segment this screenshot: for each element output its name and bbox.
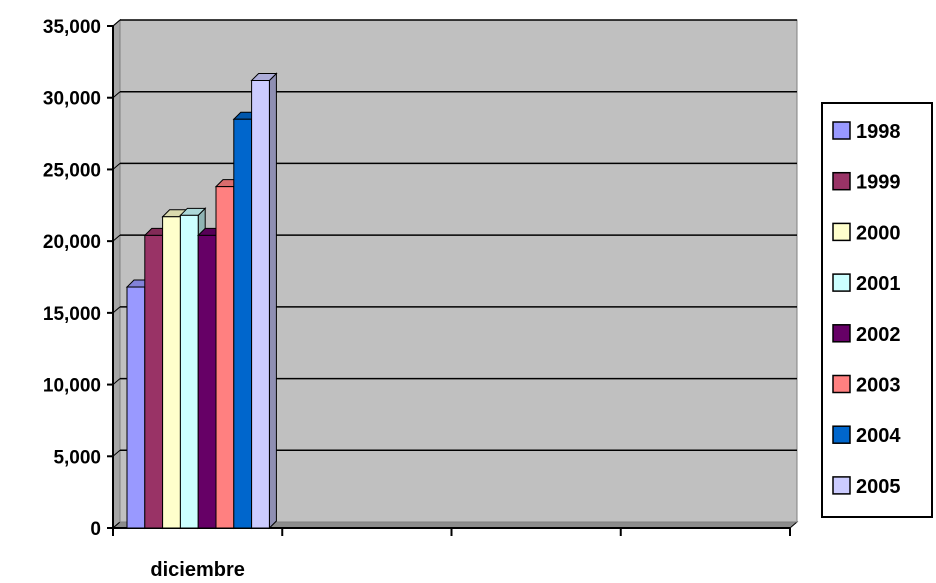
legend-item-2004: 2004 — [832, 425, 901, 447]
y-tick-label: 0 — [90, 519, 101, 540]
legend-item-1999: 1999 — [832, 171, 901, 194]
gridline-side — [112, 234, 121, 242]
legend-swatch — [832, 121, 851, 140]
legend-item-2000: 2000 — [832, 222, 901, 244]
legend-label: 1998 — [856, 121, 901, 143]
legend-label: 2001 — [856, 273, 901, 295]
legend-label: 2003 — [856, 375, 901, 397]
legend-swatch — [832, 425, 851, 444]
legend-label: 1999 — [856, 172, 901, 194]
legend-swatch — [832, 171, 851, 191]
legend-label: 2004 — [856, 425, 901, 447]
legend-box — [821, 102, 933, 518]
legend-label: 2005 — [856, 476, 901, 498]
y-tick-label: 25,000 — [43, 160, 101, 181]
legend-item-2005: 2005 — [832, 476, 901, 498]
plot-back-wall — [120, 20, 797, 522]
gridline-side — [112, 163, 121, 170]
gridline-side — [112, 449, 121, 457]
gridline-side — [112, 91, 121, 99]
y-tick-label: 35,000 — [43, 17, 101, 38]
legend-item-1998: 1998 — [832, 121, 901, 143]
gridline-side — [112, 306, 121, 314]
gridline-side — [112, 19, 121, 27]
y-tick-label: 10,000 — [43, 376, 101, 397]
legend-swatch — [832, 222, 851, 242]
y-tick-label: 30,000 — [43, 89, 101, 110]
legend-swatch — [832, 476, 851, 495]
y-tick-label: 5,000 — [53, 447, 101, 468]
legend-item-2003: 2003 — [832, 374, 901, 397]
legend-label: 2000 — [856, 222, 901, 244]
x-category-label: diciembre — [150, 559, 244, 581]
y-tick-label: 15,000 — [43, 304, 101, 325]
bar-2005 — [250, 72, 278, 530]
legend-swatch — [832, 374, 851, 394]
y-tick-label: 20,000 — [43, 232, 101, 253]
legend-label: 2002 — [856, 324, 901, 346]
legend-item-2002: 2002 — [832, 324, 901, 346]
legend-swatch — [832, 324, 851, 343]
gridline-side — [112, 378, 121, 385]
legend-item-2001: 2001 — [832, 273, 901, 295]
legend-swatch — [832, 273, 851, 292]
